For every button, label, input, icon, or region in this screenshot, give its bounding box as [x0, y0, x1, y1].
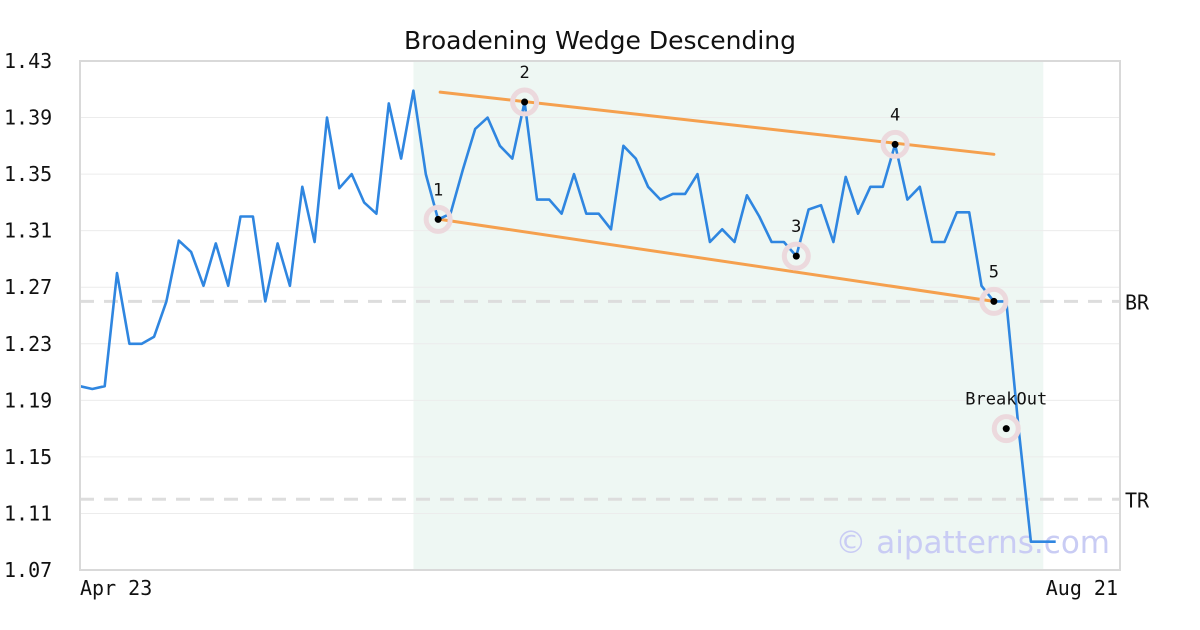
- point-halo: [423, 204, 453, 234]
- x-tick-label: Apr 23: [80, 576, 152, 600]
- plot-frame: [79, 60, 1121, 571]
- price-series: [79, 89, 1056, 544]
- y-tick-label: 1.39: [4, 106, 52, 130]
- point-marker: [521, 98, 529, 106]
- y-tick-label: 1.07: [4, 558, 52, 582]
- y-tick-label: 1.15: [4, 445, 52, 469]
- point-marker: [792, 252, 800, 260]
- point-halo: [510, 87, 540, 117]
- watermark: © aipatterns.com: [835, 525, 1110, 561]
- price-line: [79, 89, 1056, 544]
- point-halo: [781, 241, 811, 271]
- point-halo: [979, 286, 1009, 316]
- point-marker: [1002, 425, 1010, 433]
- point-marker: [434, 215, 442, 223]
- x-tick-label: Aug 21: [1046, 576, 1118, 600]
- pattern-point-breakout: BreakOut: [965, 390, 1047, 444]
- pattern-point-2: 2: [510, 63, 540, 117]
- point-label: 5: [989, 262, 999, 282]
- trendlines: [438, 90, 996, 303]
- y-tick-label: 1.23: [4, 332, 52, 356]
- level-lines: BR TR: [80, 290, 1150, 512]
- y-tick-label: 1.19: [4, 388, 52, 412]
- point-marker: [891, 140, 899, 148]
- y-tick-label: 1.43: [4, 49, 52, 73]
- y-tick-label: 1.31: [4, 219, 52, 243]
- trendline: [438, 217, 996, 303]
- point-label: BreakOut: [965, 390, 1047, 410]
- point-marker: [990, 297, 998, 305]
- level-label-tr: TR: [1125, 488, 1150, 512]
- y-tick-label: 1.11: [4, 501, 52, 525]
- point-halo: [880, 129, 910, 159]
- x-axis-ticks: Apr 23 Aug 21: [80, 576, 1118, 600]
- point-label: 2: [519, 63, 529, 83]
- pattern-region-layer: [413, 61, 1044, 570]
- level-label-br: BR: [1125, 290, 1150, 314]
- y-tick-label: 1.27: [4, 275, 52, 299]
- pattern-point-4: 4: [880, 105, 910, 159]
- pattern-point-3: 3: [781, 217, 811, 271]
- pattern-points: 1 2 3 4 5 BreakOut: [423, 63, 1047, 444]
- chart-title: Broadening Wedge Descending: [404, 26, 796, 55]
- point-label: 1: [433, 180, 443, 200]
- point-halo: [991, 414, 1021, 444]
- pattern-point-1: 1: [423, 180, 453, 234]
- pattern-region: [413, 61, 1044, 570]
- point-label: 4: [890, 105, 900, 125]
- pattern-point-5: 5: [979, 262, 1009, 316]
- point-label: 3: [791, 217, 801, 237]
- y-axis-ticks: 1.43 1.39 1.35 1.31 1.27 1.23 1.19 1.15 1.11 1.07: [4, 49, 52, 582]
- y-tick-label: 1.35: [4, 162, 52, 186]
- trendline: [438, 90, 996, 156]
